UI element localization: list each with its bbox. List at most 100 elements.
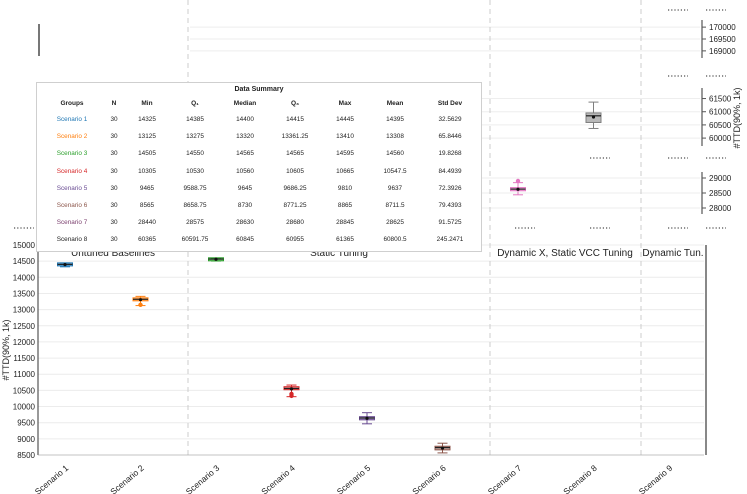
right-y-tick-label: 169000: [709, 47, 736, 56]
mean-marker: [365, 416, 369, 420]
summary-row: Scenario 1 30 14325 14385 14400 14415 14445 143…: [40, 111, 480, 128]
box-scenario-6: [434, 442, 451, 454]
group-label: Static Tuning: [310, 248, 368, 259]
right-y-tick-label: 61500: [709, 95, 732, 104]
summary-cell: 14400: [236, 116, 254, 124]
mean-marker: [138, 298, 143, 302]
x-tick-label: Scenario 9: [637, 463, 675, 494]
summary-header: Max: [338, 99, 352, 107]
summary-cell: 13275: [186, 133, 204, 141]
box-scenario-4: [283, 384, 300, 399]
x-tick-label: Scenario 8: [561, 463, 599, 494]
summary-cell: 8865: [337, 202, 353, 210]
mean-marker: [591, 115, 596, 119]
mean-marker: [289, 387, 294, 391]
summary-header: Q₁: [191, 99, 199, 107]
summary-cell: 8730: [237, 202, 253, 210]
summary-row: Scenario 8 30 60365 60591.75 60845 60955 61365…: [40, 231, 480, 248]
summary-row: Scenario 6 30 8565 8658.75 8730 8771.25 8865 87…: [40, 197, 480, 214]
summary-cell: 28625: [386, 219, 404, 227]
summary-cell: 30: [110, 219, 118, 227]
summary-cell: 60800.5: [383, 236, 407, 244]
summary-header: Median: [233, 99, 257, 107]
box-scenario-5: [359, 412, 375, 425]
y-tick-label: 13000: [13, 306, 36, 315]
x-tick-label: Scenario 1: [33, 463, 71, 494]
summary-cell: 8711.5: [385, 202, 405, 210]
x-tick-label: Scenario 5: [335, 463, 373, 494]
summary-group-cell: Scenario 8: [56, 236, 88, 244]
summary-group-cell: Scenario 4: [56, 167, 88, 175]
summary-cell: 14415: [286, 116, 304, 124]
summary-cell: 28575: [186, 219, 204, 227]
summary-cell: 14395: [386, 116, 404, 124]
summary-cell: 14550: [186, 150, 204, 158]
summary-cell: 84.4939: [438, 167, 462, 175]
summary-cell: 28845: [336, 219, 354, 227]
summary-cell: 13320: [236, 133, 254, 141]
summary-cell: 60591.75: [181, 236, 209, 244]
summary-cell: 10560: [236, 167, 254, 175]
box-scenario-2: [132, 295, 149, 307]
right-y-tick-label: 170000: [709, 23, 736, 32]
y-tick-label: 13500: [13, 289, 36, 298]
summary-cell: 9465: [139, 184, 155, 192]
y-axis-label: #TTD(90%, 1k): [1, 319, 11, 380]
summary-cell: 30: [110, 202, 118, 210]
summary-row: Scenario 3 30 14505 14550 14565 14565 14595 145…: [40, 145, 480, 162]
summary-cell: 30: [110, 150, 118, 158]
outlier-point: [289, 391, 294, 397]
mean-marker: [440, 446, 445, 450]
summary-cell: 13361.25: [281, 133, 309, 141]
summary-row: Scenario 2 30 13125 13275 13320 13361.25 13410…: [40, 128, 480, 145]
summary-cell: 30: [110, 184, 118, 192]
summary-header: Std Dev: [437, 99, 463, 107]
summary-cell: 10547.5: [383, 167, 407, 175]
summary-header: Min: [141, 99, 153, 107]
summary-cell: 9686.25: [283, 184, 307, 192]
summary-title: Data Summary: [234, 86, 284, 93]
summary-cell: 14325: [138, 116, 156, 124]
box-scenario-1: [57, 262, 73, 268]
summary-cell: 91.5725: [438, 219, 462, 227]
x-tick-label: Scenario 3: [184, 463, 222, 494]
boxes-layer: [57, 101, 602, 454]
summary-cell: 9588.75: [183, 184, 207, 192]
summary-cell: 72.3926: [438, 184, 462, 192]
summary-header: N: [111, 99, 117, 107]
summary-header: Groups: [60, 99, 84, 107]
summary-cell: 28680: [286, 219, 304, 227]
mean-marker: [63, 262, 67, 267]
right-y-tick-label: 29000: [709, 174, 732, 183]
right-y-axis-label: #TTD(90%, 1k): [732, 87, 742, 148]
summary-cell: 14385: [186, 116, 204, 124]
box-scenario-3: [208, 257, 224, 262]
summary-cell: 8565: [139, 202, 155, 210]
summary-group-cell: Scenario 3: [56, 150, 88, 158]
right-y-tick-label: 61000: [709, 108, 732, 117]
summary-cell: 60845: [236, 236, 254, 244]
x-tick-label: Scenario 6: [410, 463, 448, 494]
summary-cell: 13125: [138, 133, 156, 141]
right-y-tick-label: 60000: [709, 134, 732, 143]
summary-cell: 30: [110, 236, 118, 244]
summary-group-cell: Scenario 2: [56, 133, 88, 141]
group-label: Dynamic Tun.: [642, 248, 703, 259]
summary-cell: 79.4393: [438, 202, 462, 210]
summary-cell: 14595: [336, 150, 354, 158]
summary-cell: 10605: [286, 167, 304, 175]
outlier-point: [515, 178, 521, 184]
summary-grid: Groups N Min Q₁ Median Q₃ Max Mean Std Dev Scena…: [40, 95, 480, 249]
summary-cell: 14505: [138, 150, 156, 158]
summary-cell: 14560: [386, 150, 404, 158]
summary-cell: 8658.75: [183, 202, 207, 210]
right-y-tick-label: 28500: [709, 189, 732, 198]
summary-header: Q₃: [290, 99, 300, 107]
y-tick-label: 14000: [13, 273, 36, 282]
summary-cell: 28630: [236, 219, 254, 227]
mean-marker: [214, 257, 218, 261]
summary-header-row: Groups N Min Q₁ Median Q₃ Max Mean Std Dev: [40, 95, 480, 111]
summary-group-cell: Scenario 5: [56, 184, 88, 192]
y-tick-label: 11500: [13, 354, 35, 363]
